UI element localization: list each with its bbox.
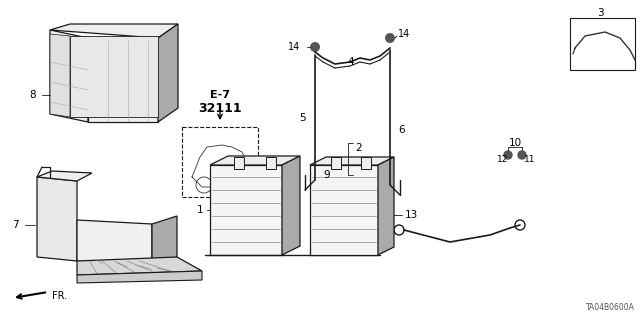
Polygon shape	[77, 271, 202, 283]
Polygon shape	[50, 24, 178, 38]
Text: 5: 5	[300, 113, 306, 123]
Polygon shape	[210, 165, 282, 255]
Text: 9: 9	[323, 170, 330, 180]
Text: TA04B0600A: TA04B0600A	[586, 303, 635, 312]
Polygon shape	[50, 34, 70, 117]
Text: 11: 11	[524, 154, 536, 164]
Bar	[570, 18, 635, 70]
Text: 8: 8	[29, 90, 36, 100]
Polygon shape	[70, 36, 158, 117]
Polygon shape	[310, 165, 378, 255]
Circle shape	[362, 167, 370, 175]
Text: 12: 12	[497, 154, 508, 164]
Polygon shape	[310, 157, 394, 165]
Polygon shape	[361, 157, 371, 169]
Text: 6: 6	[398, 125, 404, 135]
Text: 2: 2	[355, 143, 362, 153]
Polygon shape	[50, 30, 88, 122]
Text: FR.: FR.	[52, 291, 67, 301]
Polygon shape	[88, 38, 158, 122]
Polygon shape	[378, 157, 394, 255]
Circle shape	[504, 151, 512, 159]
Circle shape	[235, 167, 243, 175]
Text: 1: 1	[196, 205, 204, 215]
Circle shape	[310, 170, 320, 180]
Polygon shape	[158, 24, 178, 122]
Circle shape	[332, 167, 340, 175]
Polygon shape	[77, 257, 202, 275]
Text: 13: 13	[405, 210, 419, 220]
Polygon shape	[282, 156, 300, 255]
Circle shape	[310, 42, 320, 52]
Polygon shape	[210, 156, 300, 165]
Text: 3: 3	[596, 8, 604, 18]
Text: 14: 14	[398, 29, 410, 39]
Text: 4: 4	[347, 57, 354, 67]
Polygon shape	[234, 157, 244, 169]
Text: 7: 7	[12, 220, 19, 230]
Polygon shape	[37, 177, 77, 261]
Circle shape	[518, 151, 526, 159]
Polygon shape	[331, 157, 341, 169]
Polygon shape	[77, 220, 152, 265]
Circle shape	[385, 33, 395, 43]
Polygon shape	[266, 157, 276, 169]
Circle shape	[267, 167, 275, 175]
Text: E-7: E-7	[210, 90, 230, 100]
Text: 14: 14	[288, 42, 300, 52]
Text: 10: 10	[508, 138, 522, 148]
Text: 32111: 32111	[198, 102, 242, 115]
Polygon shape	[152, 216, 177, 265]
Polygon shape	[37, 171, 92, 181]
